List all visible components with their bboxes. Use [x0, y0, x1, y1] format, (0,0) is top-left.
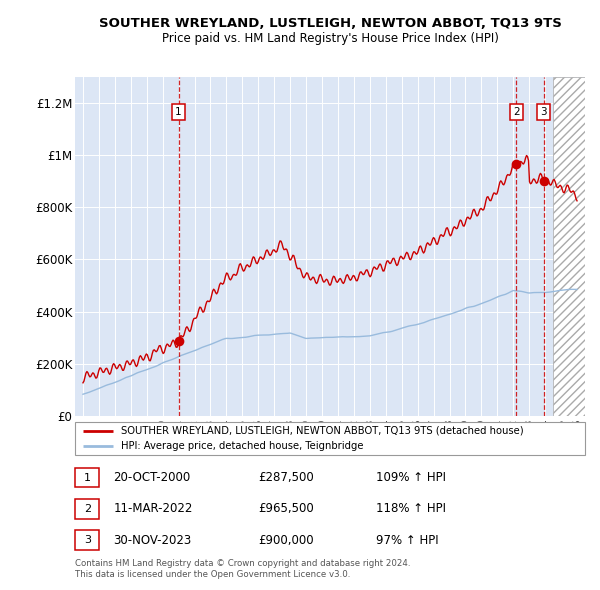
- FancyBboxPatch shape: [75, 422, 585, 455]
- Text: SOUTHER WREYLAND, LUSTLEIGH, NEWTON ABBOT, TQ13 9TS (detached house): SOUTHER WREYLAND, LUSTLEIGH, NEWTON ABBO…: [121, 426, 524, 436]
- Text: 118% ↑ HPI: 118% ↑ HPI: [376, 502, 446, 516]
- Text: £965,500: £965,500: [259, 502, 314, 516]
- Text: 11-MAR-2022: 11-MAR-2022: [113, 502, 193, 516]
- Text: £900,000: £900,000: [259, 533, 314, 546]
- FancyBboxPatch shape: [75, 499, 100, 519]
- Text: 2: 2: [513, 107, 520, 117]
- Text: HPI: Average price, detached house, Teignbridge: HPI: Average price, detached house, Teig…: [121, 441, 364, 451]
- Text: 1: 1: [84, 473, 91, 483]
- Text: 2: 2: [83, 504, 91, 514]
- Text: 20-OCT-2000: 20-OCT-2000: [113, 471, 191, 484]
- FancyBboxPatch shape: [75, 468, 100, 487]
- Text: 109% ↑ HPI: 109% ↑ HPI: [376, 471, 446, 484]
- Text: SOUTHER WREYLAND, LUSTLEIGH, NEWTON ABBOT, TQ13 9TS: SOUTHER WREYLAND, LUSTLEIGH, NEWTON ABBO…: [98, 17, 562, 30]
- Text: 1: 1: [175, 107, 182, 117]
- Text: £287,500: £287,500: [259, 471, 314, 484]
- FancyBboxPatch shape: [75, 530, 100, 550]
- Text: Contains HM Land Registry data © Crown copyright and database right 2024.: Contains HM Land Registry data © Crown c…: [75, 559, 410, 568]
- Text: Price paid vs. HM Land Registry's House Price Index (HPI): Price paid vs. HM Land Registry's House …: [161, 32, 499, 45]
- Text: 3: 3: [540, 107, 547, 117]
- Text: 30-NOV-2023: 30-NOV-2023: [113, 533, 191, 546]
- Text: This data is licensed under the Open Government Licence v3.0.: This data is licensed under the Open Gov…: [75, 571, 350, 579]
- Text: 97% ↑ HPI: 97% ↑ HPI: [376, 533, 439, 546]
- Bar: [553, 77, 585, 416]
- Text: 3: 3: [84, 535, 91, 545]
